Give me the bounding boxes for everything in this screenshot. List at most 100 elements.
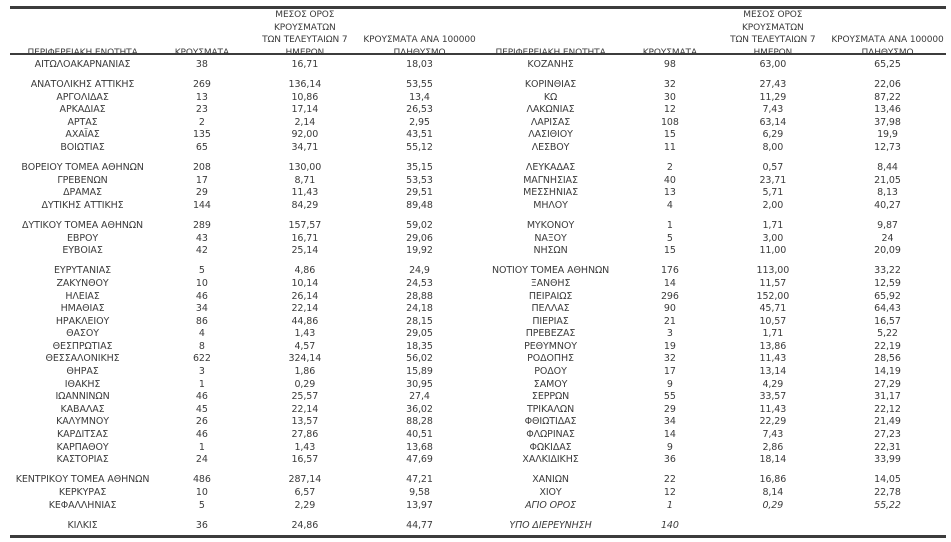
cell-cases: 29 — [663, 403, 676, 415]
cell-per100k: 24,9 — [409, 265, 430, 277]
cell-cases: 36 — [195, 519, 208, 531]
cell-per100k: 33,22 — [874, 265, 901, 277]
table-row: ΦΘΙΩΤΙΔΑΣ 34 22,29 21,49 — [478, 416, 946, 429]
table-row: ΦΛΩΡΙΝΑΣ 14 7,43 27,23 — [478, 429, 946, 442]
cell-avg7: 1,71 — [762, 220, 784, 232]
table-row: ΚΟΖΑΝΗΣ 98 63,00 65,25 — [478, 59, 946, 72]
table-row: ΡΟΔΟΥ 17 13,14 14,19 — [478, 366, 946, 379]
right-table-rows: ΚΟΖΑΝΗΣ 98 63,00 65,25 ΚΟΡΙΝΘΙΑΣ 32 27,43 22,06… — [478, 59, 946, 532]
cell-avg7: 11,57 — [759, 277, 787, 289]
cell-cases: 135 — [192, 129, 211, 141]
cell-avg7: 287,14 — [288, 474, 322, 486]
table-row: ΚΑΡΠΑΘΟΥ 1 1,43 13,68 — [10, 442, 478, 455]
cell-avg7: 11,43 — [759, 403, 787, 415]
cell-cases: 1 — [666, 499, 673, 511]
cell-per100k: 13,68 — [406, 441, 433, 453]
cell-region: ΕΥΒΟΙΑΣ — [62, 245, 103, 257]
table-row: ΗΡΑΚΛΕΙΟΥ 86 44,86 28,15 — [10, 316, 478, 329]
table-header: ΠΕΡΙΦΕΡΕΙΑΚΗ ΕΝΟΤΗΤΑ ΚΡΟΥΣΜΑΤΑ ΜΕΣΟΣ ΟΡΟ… — [10, 9, 946, 58]
row-group: ΥΠΟ ΔΙΕΡΕΥΝΗΣΗ 140 — [478, 520, 946, 533]
cell-region: ΝΟΤΙΟΥ ΤΟΜΕΑ ΑΘΗΝΩΝ — [491, 265, 610, 277]
cell-avg7: 4,86 — [294, 265, 316, 277]
table-row: ΙΩΑΝΝΙΝΩΝ 46 25,57 27,4 — [10, 391, 478, 404]
cell-per100k: 21,49 — [874, 416, 901, 428]
cell-per100k: 40,51 — [406, 429, 433, 441]
cell-avg7: 17,14 — [291, 104, 319, 116]
table-row: ΡΟΔΟΠΗΣ 32 11,43 28,56 — [478, 353, 946, 366]
cell-per100k: 28,56 — [874, 353, 901, 365]
cell-avg7: 7,43 — [762, 429, 784, 441]
cell-per100k: 89,48 — [406, 199, 433, 211]
table-row: ΧΙΟΥ 12 8,14 22,78 — [478, 487, 946, 500]
cell-region: ΖΑΚΥΝΘΟΥ — [56, 277, 109, 289]
table-row: ΝΑΞΟΥ 5 3,00 24 — [478, 233, 946, 246]
cell-per100k: 16,57 — [874, 315, 901, 327]
col-header-region: ΠΕΡΙΦΕΡΕΙΑΚΗ ΕΝΟΤΗΤΑ — [27, 47, 138, 58]
cell-cases: 4 — [666, 199, 673, 211]
cell-avg7: 25,14 — [291, 245, 319, 257]
cell-per100k: 9,87 — [877, 220, 898, 232]
cell-avg7: 8,14 — [762, 486, 784, 498]
cell-per100k: 18,03 — [406, 59, 433, 70]
cell-avg7: 22,14 — [291, 403, 319, 415]
cell-cases: 3 — [198, 366, 205, 378]
cell-region: ΚΕΦΑΛΛΗΝΙΑΣ — [48, 499, 117, 511]
cell-per100k: 30,95 — [406, 378, 433, 390]
table-row: ΣΕΡΡΩΝ 55 33,57 31,17 — [478, 391, 946, 404]
cell-region: ΠΙΕΡΙΑΣ — [532, 315, 569, 327]
cell-cases: 108 — [660, 116, 679, 128]
cell-per100k: 88,28 — [406, 416, 433, 428]
row-group: ΑΝΑΤΟΛΙΚΗΣ ΑΤΤΙΚΗΣ 269 136,14 53,55 ΑΡΓΟΛΙΔΑ… — [10, 79, 478, 155]
cell-region: ΦΘΙΩΤΙΔΑΣ — [524, 416, 577, 428]
cell-avg7: 6,29 — [762, 129, 784, 141]
cell-avg7: 324,14 — [288, 353, 322, 365]
col-header-per100k: ΚΡΟΥΣΜΑΤΑ ΑΝΑ 100000 ΠΛΗΘΥΣΜΟ — [831, 35, 944, 58]
cell-per100k: 13,4 — [409, 91, 430, 103]
table-row: ΒΟΡΕΙΟΥ ΤΟΜΕΑ ΑΘΗΝΩΝ 208 130,00 35,15 — [10, 162, 478, 175]
cell-avg7: 44,86 — [291, 315, 319, 327]
cell-cases: 32 — [663, 353, 676, 365]
table-row: ΝΗΣΩΝ 15 11,00 20,09 — [478, 245, 946, 258]
cell-cases: 86 — [195, 315, 208, 327]
table-row: ΛΕΥΚΑΔΑΣ 2 0,57 8,44 — [478, 162, 946, 175]
cell-per100k: 29,51 — [406, 187, 433, 199]
cell-cases: 42 — [195, 245, 208, 257]
table-row: ΑΡΤΑΣ 2 2,14 2,95 — [10, 117, 478, 130]
table-row: ΑΙΤΩΛΟΑΚΑΡΝΑΝΙΑΣ 38 16,71 18,03 — [10, 59, 478, 72]
cell-cases: 36 — [663, 454, 676, 466]
table-row: ΓΡΕΒΕΝΩΝ 17 8,71 53,53 — [10, 175, 478, 188]
cell-per100k: 8,13 — [877, 187, 898, 199]
table-row: ΚΟΡΙΝΘΙΑΣ 32 27,43 22,06 — [478, 79, 946, 92]
cell-cases: 38 — [195, 59, 208, 70]
cell-region: ΔΥΤΙΚΟΥ ΤΟΜΕΑ ΑΘΗΝΩΝ — [22, 220, 144, 232]
cell-region: ΜΗΛΟΥ — [533, 199, 568, 211]
cell-per100k: 87,22 — [874, 91, 901, 103]
cell-avg7: 10,14 — [291, 277, 319, 289]
cell-region: ΗΜΑΘΙΑΣ — [60, 303, 105, 315]
row-group: ΒΟΡΕΙΟΥ ΤΟΜΕΑ ΑΘΗΝΩΝ 208 130,00 35,15 ΓΡΕΒΕΝ… — [10, 162, 478, 212]
cell-per100k: 8,44 — [877, 162, 898, 174]
table-row: ΤΡΙΚΑΛΩΝ 29 11,43 22,12 — [478, 404, 946, 417]
row-group: ΚΕΝΤΡΙΚΟΥ ΤΟΜΕΑ ΑΘΗΝΩΝ 486 287,14 47,21 ΚΕΡΚ… — [10, 474, 478, 512]
cell-per100k: 14,19 — [874, 366, 901, 378]
cell-per100k: 65,25 — [874, 59, 901, 70]
table-row: ΗΛΕΙΑΣ 46 26,14 28,88 — [10, 291, 478, 304]
cell-per100k: 44,77 — [406, 519, 433, 531]
cell-per100k: 12,73 — [874, 142, 901, 154]
cell-per100k: 14,05 — [874, 474, 901, 486]
cell-per100k: 37,98 — [874, 116, 901, 128]
row-group: ΛΕΥΚΑΔΑΣ 2 0,57 8,44 ΜΑΓΝΗΣΙΑΣ 40 23,71 21,05 ΜΕ… — [478, 162, 946, 212]
cell-per100k — [829, 520, 946, 533]
left-table-rows: ΑΙΤΩΛΟΑΚΑΡΝΑΝΙΑΣ 38 16,71 18,03 ΑΝΑΤΟΛΙΚΗΣ Α… — [10, 59, 478, 532]
col-header-region: ΠΕΡΙΦΕΡΕΙΑΚΗ ΕΝΟΤΗΤΑ — [495, 47, 606, 58]
cell-cases: 10 — [195, 277, 208, 289]
cell-region: ΗΛΕΙΑΣ — [65, 290, 100, 302]
cell-avg7: 34,71 — [291, 142, 319, 154]
cell-region: ΛΑΣΙΘΙΟΥ — [528, 129, 573, 141]
cell-avg7: 16,71 — [291, 59, 319, 70]
cell-cases: 10 — [195, 486, 208, 498]
header-underline — [10, 53, 946, 55]
cell-avg7: 11,29 — [759, 91, 787, 103]
cell-region: ΞΑΝΘΗΣ — [530, 277, 571, 289]
cell-avg7: 16,57 — [291, 454, 319, 466]
